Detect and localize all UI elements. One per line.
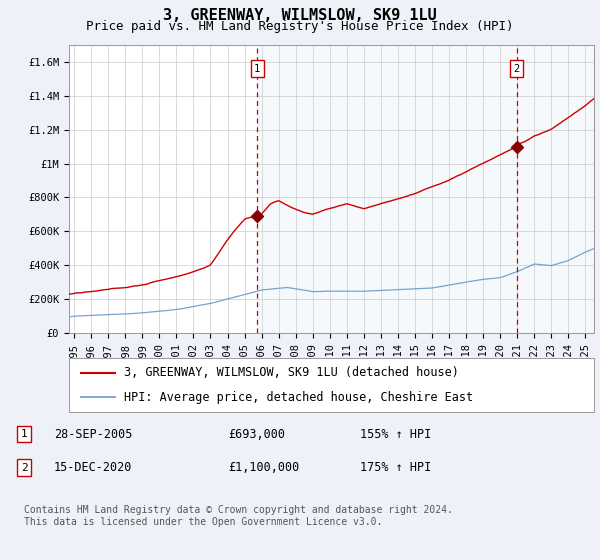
Text: Contains HM Land Registry data © Crown copyright and database right 2024.
This d: Contains HM Land Registry data © Crown c… <box>24 505 453 527</box>
Text: Price paid vs. HM Land Registry's House Price Index (HPI): Price paid vs. HM Land Registry's House … <box>86 20 514 33</box>
Text: 2: 2 <box>20 463 28 473</box>
Text: £693,000: £693,000 <box>228 427 285 441</box>
Text: 3, GREENWAY, WILMSLOW, SK9 1LU: 3, GREENWAY, WILMSLOW, SK9 1LU <box>163 8 437 24</box>
Text: 15-DEC-2020: 15-DEC-2020 <box>54 461 133 474</box>
Text: 175% ↑ HPI: 175% ↑ HPI <box>360 461 431 474</box>
Text: £1,100,000: £1,100,000 <box>228 461 299 474</box>
Text: 3, GREENWAY, WILMSLOW, SK9 1LU (detached house): 3, GREENWAY, WILMSLOW, SK9 1LU (detached… <box>124 366 459 379</box>
Text: 1: 1 <box>254 63 260 73</box>
Text: 28-SEP-2005: 28-SEP-2005 <box>54 427 133 441</box>
Text: 1: 1 <box>20 429 28 439</box>
Text: 2: 2 <box>514 63 520 73</box>
Text: 155% ↑ HPI: 155% ↑ HPI <box>360 427 431 441</box>
Text: HPI: Average price, detached house, Cheshire East: HPI: Average price, detached house, Ches… <box>124 391 473 404</box>
Bar <box>257 45 594 333</box>
